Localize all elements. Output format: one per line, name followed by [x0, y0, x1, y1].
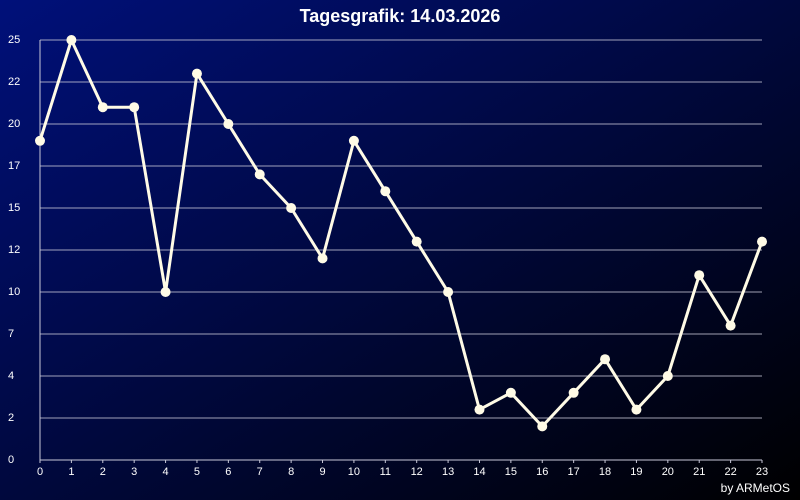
- x-tick-label: 15: [505, 466, 517, 478]
- y-tick-label: 20: [8, 118, 20, 130]
- x-tick-label: 2: [100, 466, 106, 478]
- x-tick-label: 20: [662, 466, 674, 478]
- y-tick-label: 17: [8, 160, 20, 172]
- x-tick-label: 14: [473, 466, 485, 478]
- data-point: [317, 253, 328, 264]
- data-point: [757, 236, 767, 247]
- data-point: [66, 35, 77, 45]
- x-tick-label: 16: [536, 466, 548, 478]
- data-point: [97, 102, 108, 113]
- y-tick-label: 0: [8, 454, 14, 466]
- x-tick-label: 4: [163, 466, 169, 478]
- data-point: [662, 371, 673, 381]
- chart-title: Tagesgrafik: 14.03.2026: [300, 6, 501, 26]
- data-point: [191, 68, 202, 79]
- data-point: [380, 186, 391, 197]
- y-tick-label: 7: [8, 328, 14, 340]
- data-point: [694, 270, 705, 281]
- y-tick-label: 2: [8, 412, 14, 424]
- x-tick-label: 11: [380, 466, 391, 478]
- x-tick-label: 8: [288, 466, 294, 478]
- x-tick-label: 7: [257, 466, 263, 478]
- data-point: [160, 287, 171, 297]
- data-point: [600, 354, 611, 365]
- x-tick-label: 10: [348, 466, 360, 478]
- data-point: [474, 404, 485, 415]
- data-point: [443, 287, 454, 297]
- x-tick-label: 12: [411, 466, 423, 478]
- data-point: [129, 102, 140, 113]
- x-tick-label: 9: [319, 466, 325, 478]
- x-tick-label: 22: [724, 466, 736, 478]
- credit: by ARMetOS: [721, 481, 790, 495]
- x-tick-label: 17: [568, 466, 580, 478]
- data-point: [505, 387, 516, 398]
- x-tick-label: 5: [194, 466, 200, 478]
- y-tick-label: 15: [8, 202, 20, 214]
- data-point: [254, 169, 265, 180]
- x-tick-label: 23: [756, 466, 768, 478]
- y-tick-label: 10: [8, 286, 20, 298]
- x-tick-label: 19: [630, 466, 642, 478]
- data-point: [568, 387, 579, 398]
- data-point: [286, 203, 297, 213]
- data-point: [35, 135, 45, 146]
- data-point: [537, 421, 548, 432]
- data-point: [348, 135, 359, 146]
- data-point: [725, 320, 736, 331]
- data-point: [631, 404, 642, 415]
- data-point: [411, 236, 422, 247]
- x-tick-label: 0: [37, 466, 43, 478]
- x-tick-label: 1: [68, 466, 74, 478]
- data-point: [223, 119, 234, 129]
- x-tick-label: 13: [442, 466, 454, 478]
- y-tick-label: 4: [8, 370, 14, 382]
- y-tick-label: 12: [8, 244, 20, 256]
- y-tick-label: 25: [8, 34, 20, 46]
- x-tick-label: 21: [693, 466, 705, 478]
- series-line: [38, 38, 764, 428]
- x-tick-label: 3: [131, 466, 137, 478]
- y-tick-label: 22: [8, 76, 20, 88]
- x-tick-label: 18: [599, 466, 611, 478]
- x-tick-label: 6: [225, 466, 231, 478]
